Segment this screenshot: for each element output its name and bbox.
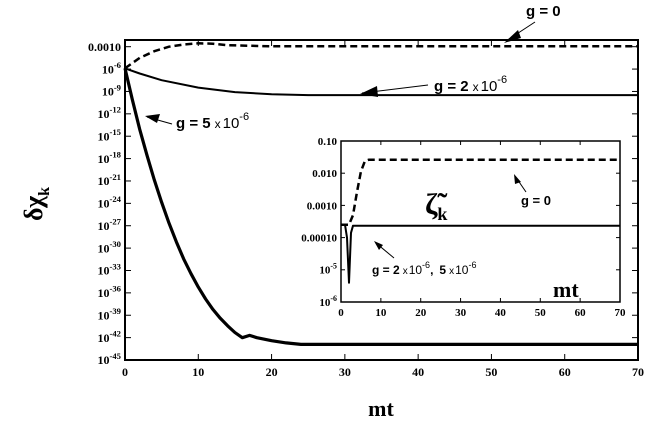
main-y-axis-label-sub: k: [36, 187, 53, 196]
inset-annotation-g0: g = 0: [514, 174, 551, 208]
inset-x-axis-label: mt: [553, 277, 579, 302]
main-y-tick-label: 0.0010: [88, 40, 121, 54]
inset-annotation-g2-exp: -6: [422, 260, 430, 270]
inset-x-tick-label: 60: [575, 307, 587, 319]
annotation-g2-text: g = 2: [434, 78, 469, 95]
main-y-tick-label: 10-18: [98, 149, 122, 165]
main-x-tick-label: 20: [266, 365, 278, 379]
annotation-g2-times: x: [473, 80, 479, 94]
annotation-g5-arrowhead: [145, 114, 160, 123]
inset-x-tick-label: 40: [495, 307, 507, 319]
main-y-tick-label: 10-15: [98, 127, 122, 143]
inset-plot-frame: [340, 140, 621, 303]
inset-annotation-g2-arrowhead: [374, 241, 383, 250]
main-y-axis-label-symbol: δχ: [19, 195, 48, 221]
annotation-g5-pow: 10: [223, 115, 240, 132]
inset-annotation-g2: g = 2 x10-6, 5 x10-6: [372, 241, 476, 277]
inset-x-tick-label: 0: [338, 307, 344, 319]
main-y-axis-label: δχk: [19, 187, 53, 221]
annotation-g5-times: x: [215, 117, 221, 131]
inset-annotation-g2-exp2: -6: [468, 260, 476, 270]
main-y-tick-label: 10-24: [98, 194, 122, 210]
inset-y-axis-label-sub: k: [437, 204, 447, 224]
main-y-tick-label: 10-42: [98, 328, 122, 344]
main-y-tick-label: 10-27: [98, 217, 122, 233]
inset-annotation-g2-text: g = 2: [372, 263, 400, 277]
inset-annotation-g2-pow2: 10: [455, 263, 469, 277]
inset-annotation-g2-pow: 10: [409, 263, 423, 277]
inset-annotation-g2-times2: x: [449, 266, 454, 277]
inset-y-tick-label: 10-5: [319, 262, 337, 277]
main-x-axis-label: mt: [368, 396, 394, 421]
annotation-g2-pow: 10: [481, 78, 498, 95]
main-y-tick-label: 10-39: [98, 306, 122, 322]
main-series-line-1: [124, 67, 638, 97]
inset-annotation-g0-arrowhead: [514, 174, 521, 184]
inset-background: [334, 141, 620, 302]
main-x-tick-label: 60: [559, 365, 571, 379]
svg-text:g = 0: g = 0: [521, 193, 551, 208]
inset-x-tick-label: 30: [455, 307, 467, 319]
inset-y-tick-label: 0.010: [312, 168, 337, 180]
annotation-g2-arrowhead: [360, 86, 378, 97]
inset-x-tick-label: 20: [415, 307, 427, 319]
main-x-tick-label: 30: [339, 365, 351, 379]
main-y-tick-label: 10-21: [98, 172, 122, 188]
annotation-g5-exp: -6: [239, 111, 249, 123]
main-x-tick-label: 40: [412, 365, 424, 379]
annotation-g0-arrowhead: [504, 30, 521, 43]
svg-text:δχk: δχk: [19, 187, 53, 221]
main-series-line-2: [123, 67, 638, 346]
main-y-tick-label: 10-30: [98, 239, 122, 255]
inset-annotation-g2-times: x: [403, 266, 408, 277]
annotation-g5-text: g = 5: [176, 115, 211, 132]
main-y-tick-label: 10-36: [98, 284, 122, 300]
svg-text:g = 0: g = 0: [526, 3, 561, 20]
inset-x-tick-label: 70: [615, 307, 627, 319]
main-x-tick-label: 10: [192, 365, 204, 379]
inset-series-line-0: [341, 158, 620, 226]
annotation-g2: g = 2 x 10-6: [360, 74, 507, 97]
main-x-tick-label: 70: [632, 365, 644, 379]
main-y-tick-label: 10-12: [98, 105, 122, 121]
inset-y-tick-label: 0.10: [318, 136, 338, 148]
annotation-g0: g = 0: [504, 3, 561, 43]
inset-y-tick-label: 0.0010: [307, 200, 338, 212]
inset-annotation-g0-text: g = 0: [521, 193, 551, 208]
inset-annotation-g2-sep: ,: [430, 263, 433, 277]
main-x-tick-label: 50: [485, 365, 497, 379]
inset-x-tick-label: 10: [375, 307, 387, 319]
annotation-g5: g = 5 x 10-6: [145, 111, 249, 132]
main-y-tick-label: 10-45: [98, 351, 122, 367]
main-x-tick-label: 0: [122, 365, 128, 379]
main-y-tick-label: 10-9: [102, 82, 121, 98]
inset-series-line-1: [341, 223, 620, 284]
inset-y-tick-label: 10-6: [319, 294, 337, 309]
main-series: [123, 42, 638, 346]
inset-annotation-g2-base2: 5: [439, 263, 446, 277]
main-series-line-0: [124, 42, 638, 70]
main-y-tick-label: 10-33: [98, 261, 122, 277]
annotation-g2-exp: -6: [497, 74, 507, 86]
main-plot-frame: [124, 39, 639, 361]
main-ticks: 0 10 20 30 40 50 60 700.001010-610-910-1210-151…: [88, 40, 644, 379]
inset-y-tick-label: 0.00010: [301, 232, 337, 244]
main-y-tick-label: 10-6: [102, 60, 122, 76]
annotation-g0-text: g = 0: [526, 3, 561, 20]
inset-x-tick-label: 50: [535, 307, 547, 319]
inset-ticks: 0 10 20 30 40 50 60 700.100.0100.00100.0001010-…: [301, 136, 626, 319]
inset-series: [341, 158, 620, 284]
